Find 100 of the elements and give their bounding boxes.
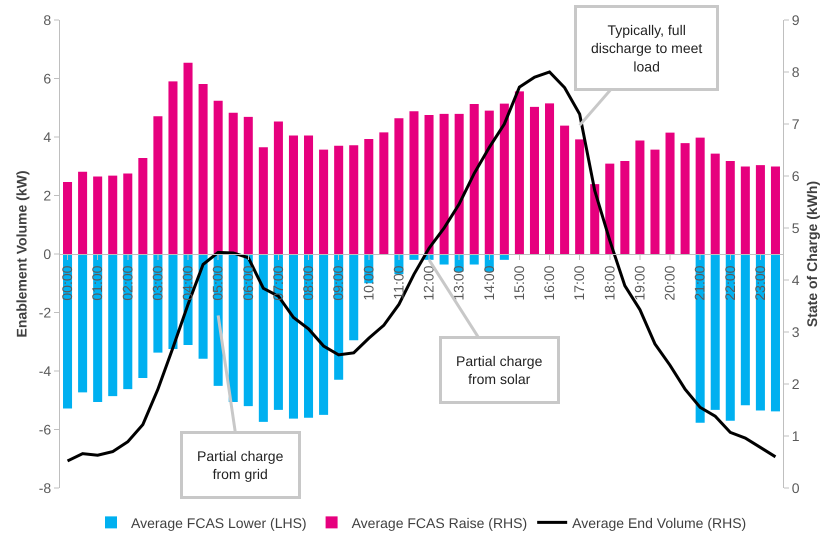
- bar: [319, 254, 328, 415]
- bar: [153, 116, 162, 254]
- bar: [258, 147, 268, 254]
- x-tick-label: 18:00: [601, 265, 618, 301]
- x-tick-label: 04:00: [180, 265, 196, 301]
- bar: [228, 112, 238, 254]
- bar: [440, 114, 449, 254]
- x-tick-label: 16:00: [541, 265, 558, 301]
- bar: [93, 176, 102, 254]
- y-tick-label: -2: [38, 304, 52, 320]
- x-tick-label: 12:00: [420, 265, 437, 301]
- bar: [756, 254, 765, 410]
- bar: [620, 160, 630, 254]
- y-tick-label: -4: [38, 362, 52, 379]
- bar: [740, 254, 750, 406]
- bar: [650, 150, 660, 254]
- x-tick-label: 20:00: [662, 265, 678, 301]
- x-tick-label: 05:00: [210, 265, 226, 301]
- bar: [726, 254, 735, 421]
- annotation: Typically, full discharge to meet load: [591, 22, 702, 74]
- y2-tick-label: 5: [792, 220, 800, 236]
- bar: [288, 254, 298, 419]
- bar: [740, 166, 750, 254]
- y2-tick-label: 1: [792, 428, 800, 444]
- bar: [334, 146, 344, 254]
- x-tick-label: 19:00: [631, 265, 648, 301]
- bar: [454, 114, 464, 254]
- x-tick-label: 08:00: [300, 265, 316, 301]
- y2-tick-label: 9: [792, 12, 800, 28]
- bar: [78, 254, 88, 392]
- bar: [198, 84, 208, 254]
- x-tick-label: 22:00: [722, 265, 738, 301]
- y2-tick-label: 2: [792, 376, 800, 392]
- bar: [108, 176, 118, 254]
- bar: [349, 254, 358, 340]
- x-tick-label: 10:00: [360, 265, 376, 301]
- annotation: Partial charge from solar: [456, 353, 543, 388]
- bar: [756, 165, 765, 254]
- bar: [575, 139, 584, 254]
- bar: [470, 104, 479, 254]
- y2-tick-label: 4: [792, 272, 800, 288]
- bar: [530, 106, 539, 254]
- bar: [770, 254, 780, 412]
- bar: [440, 254, 449, 265]
- y-tick-label: -6: [38, 421, 52, 438]
- bar: [364, 139, 374, 254]
- bar: [349, 145, 358, 254]
- x-tick-label: 11:00: [390, 265, 406, 300]
- bar: [394, 118, 404, 254]
- x-tick-label: 02:00: [119, 265, 136, 301]
- bar: [63, 254, 72, 408]
- legend-label: Average FCAS Raise (RHS): [352, 514, 528, 531]
- bar: [696, 254, 705, 423]
- y2-tick-label: 8: [792, 64, 800, 80]
- x-tick-label: 09:00: [330, 265, 346, 301]
- y-axis-title: Enablement Volume (kW): [13, 170, 30, 338]
- y2-tick-label: 6: [792, 168, 800, 184]
- x-tick-label: 14:00: [480, 265, 497, 301]
- x-tick-label: 07:00: [270, 265, 286, 301]
- bar: [93, 254, 102, 402]
- bar: [319, 150, 328, 254]
- x-tick-label: 21:00: [692, 265, 708, 301]
- bar: [228, 254, 238, 402]
- legend-label: Average FCAS Lower (LHS): [131, 514, 307, 531]
- bar: [63, 182, 72, 254]
- bar: [274, 254, 283, 410]
- y-tick-label: 0: [43, 246, 52, 262]
- bar: [244, 116, 253, 254]
- legend-label: Average End Volume (RHS): [572, 514, 746, 531]
- y-tick-label: -8: [38, 480, 52, 496]
- bar: [108, 254, 118, 396]
- bar: [484, 110, 494, 254]
- bar: [514, 91, 524, 254]
- x-tick-label: 15:00: [510, 265, 527, 301]
- bar: [696, 138, 705, 254]
- bar: [560, 126, 570, 254]
- y2-tick-label: 3: [792, 324, 800, 340]
- bar: [424, 115, 434, 254]
- x-tick-label: 13:00: [450, 265, 467, 301]
- bar: [304, 254, 314, 418]
- bar: [635, 140, 644, 254]
- x-tick-label: 17:00: [571, 265, 588, 301]
- bar: [710, 254, 720, 410]
- bar: [288, 136, 298, 254]
- y-tick-label: 6: [43, 70, 52, 86]
- annotation: Partial charge from grid: [197, 448, 284, 482]
- bar: [214, 100, 223, 254]
- bar: [666, 132, 675, 254]
- y2-tick-label: 0: [792, 480, 800, 496]
- bar: [470, 254, 479, 265]
- bar: [274, 122, 283, 254]
- x-tick-label: 01:00: [89, 265, 106, 301]
- bar: [680, 143, 690, 254]
- bar: [545, 103, 554, 254]
- bar: [304, 136, 314, 254]
- bar: [184, 62, 193, 254]
- bar: [168, 254, 178, 350]
- bar: [138, 254, 148, 378]
- bar: [379, 132, 388, 254]
- y-tick-label: 2: [43, 187, 52, 204]
